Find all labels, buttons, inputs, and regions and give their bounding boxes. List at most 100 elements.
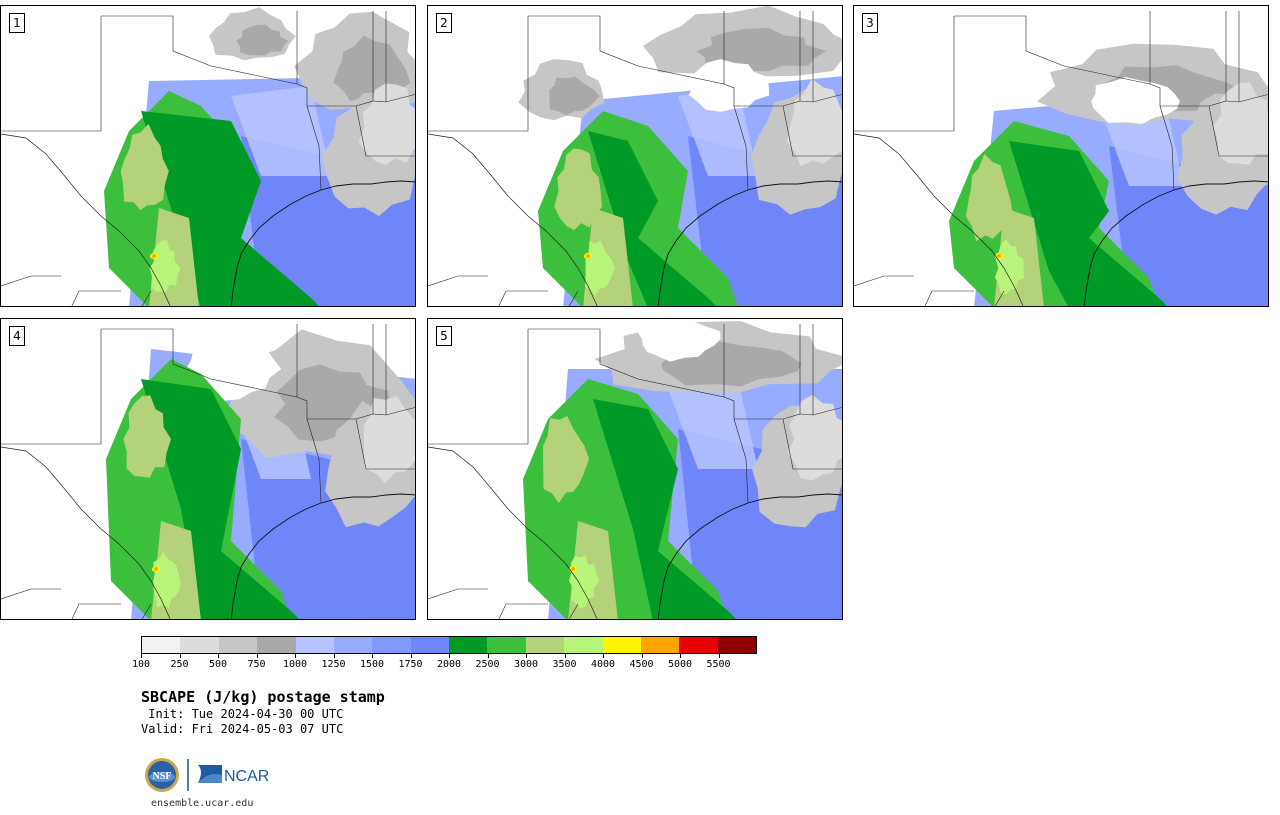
sbcape-map	[428, 6, 842, 306]
cape-field-3000	[120, 123, 169, 211]
colorbar-tick	[410, 654, 412, 658]
colorbar-tick-label: 750	[247, 659, 266, 670]
coastline	[230, 180, 415, 306]
cape-field-250	[358, 83, 415, 166]
nsf-ncar-logos: NSF NCAR	[145, 758, 269, 792]
state-boundary	[428, 588, 488, 600]
colorbar-segment	[295, 637, 334, 653]
cape-field-250	[786, 78, 842, 167]
colorbar-tick	[526, 654, 527, 658]
cape-field-3000	[966, 153, 1013, 242]
colorbar-tick	[295, 654, 296, 658]
cape-field-below-100	[688, 59, 770, 112]
colorbar-tick	[718, 654, 720, 658]
sbcape-map	[1, 319, 415, 619]
state-boundary	[733, 105, 749, 191]
state-boundary	[71, 603, 121, 619]
state-boundary	[1225, 94, 1268, 103]
state-boundary	[355, 418, 415, 470]
colorbar-tick-label: 100	[131, 659, 151, 670]
colorbar-segment	[525, 637, 565, 653]
state-boundary	[1, 16, 102, 132]
state-boundary	[528, 324, 725, 398]
state-boundary	[296, 324, 374, 420]
country-boundary	[428, 133, 598, 306]
cape-field-750	[549, 76, 600, 116]
panel-member-label: 4	[9, 326, 25, 346]
coastline	[1083, 180, 1268, 306]
state-boundary	[498, 603, 548, 619]
colorbar	[141, 636, 757, 654]
valid-time: Valid: Fri 2024-05-03 07 UTC	[141, 722, 344, 736]
cape-field-250	[363, 396, 415, 484]
state-boundary	[355, 105, 415, 157]
colorbar-segment	[372, 637, 411, 653]
cape-field-750	[236, 24, 289, 56]
panel-member-label: 3	[862, 13, 878, 33]
colorbar-tick-label: 3500	[552, 659, 577, 670]
colorbar-tick	[372, 654, 373, 658]
cape-field-3500	[153, 552, 181, 608]
cape-field-1000	[231, 86, 331, 176]
panel-member-label: 1	[9, 13, 25, 33]
state-boundary	[994, 290, 1005, 306]
colorbar-tick-label: 2500	[475, 659, 500, 670]
state-boundary	[854, 275, 914, 287]
state-boundary	[71, 290, 121, 306]
cape-field-2000	[593, 399, 736, 619]
coastline	[230, 493, 415, 619]
state-boundary	[782, 418, 842, 470]
colorbar-tick	[218, 654, 219, 658]
cape-field-750	[696, 28, 827, 72]
cape-field-1000	[678, 86, 758, 176]
colorbar-tick	[333, 654, 335, 658]
state-boundary	[141, 290, 152, 306]
cape-field-4500	[571, 566, 576, 571]
cape-field-3000	[123, 395, 172, 478]
state-boundary	[854, 16, 955, 132]
country-boundary	[854, 133, 1024, 306]
colorbar-segment	[602, 637, 641, 653]
colorbar-tick	[449, 654, 450, 658]
colorbar-tick	[603, 654, 604, 658]
state-boundary	[428, 329, 529, 445]
cape-field-4500	[151, 253, 156, 258]
nsf-logo: NSF	[145, 758, 179, 792]
cape-field-4500	[585, 253, 591, 258]
cape-field-below-100	[1091, 77, 1180, 124]
country-boundary	[1, 133, 171, 306]
cape-field-3000	[543, 416, 589, 504]
colorbar-tick-label: 2000	[436, 659, 462, 670]
map-panel: 2	[427, 5, 843, 307]
cape-field-2000	[1009, 141, 1167, 306]
state-boundary	[924, 290, 974, 306]
colorbar-tick-label: 1250	[321, 659, 346, 670]
state-boundary	[1, 329, 102, 445]
state-boundary	[1208, 105, 1268, 157]
cape-field-2000	[588, 131, 716, 306]
colorbar-segment	[180, 637, 219, 653]
colorbar-segment	[640, 637, 680, 653]
colorbar-tick-label: 1500	[359, 659, 385, 670]
website-link[interactable]: ensemble.ucar.edu	[151, 798, 254, 809]
state-boundary	[1, 275, 61, 287]
colorbar-tick	[564, 654, 566, 658]
colorbar-tick-label: 4500	[629, 659, 654, 670]
cape-field-2000	[141, 379, 299, 619]
state-boundary	[1159, 105, 1175, 191]
panel-member-label: 2	[436, 13, 452, 33]
map-panel: 3	[853, 5, 1269, 307]
colorbar-segment	[333, 637, 373, 653]
sbcape-map	[428, 319, 842, 619]
colorbar-tick-label: 5000	[667, 659, 693, 670]
init-time: Init: Tue 2024-04-30 00 UTC	[141, 707, 344, 721]
colorbar-tick	[256, 654, 258, 658]
colorbar-tick	[141, 654, 142, 658]
state-boundary	[568, 603, 579, 619]
colorbar-segment	[564, 637, 603, 653]
state-boundary	[568, 290, 579, 306]
state-boundary	[428, 16, 529, 132]
map-panel: 1	[0, 5, 416, 307]
chart-title: SBCAPE (J/kg) postage stamp	[141, 688, 385, 706]
state-boundary	[372, 94, 415, 103]
